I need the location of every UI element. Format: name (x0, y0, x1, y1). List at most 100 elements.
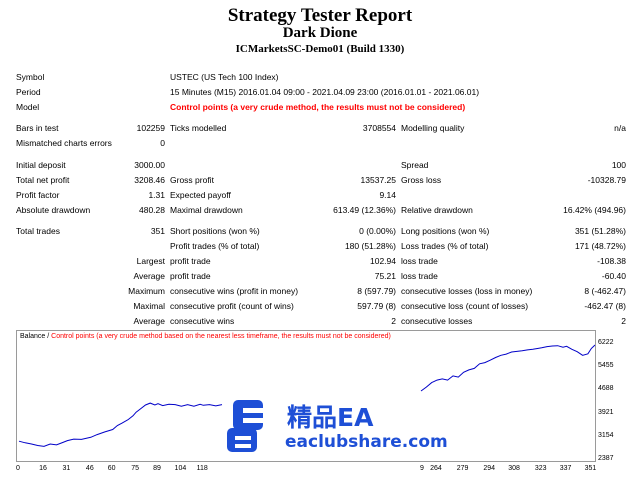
absdd-value: 480.28 (139, 205, 165, 215)
avg-losses-label: consecutive losses (401, 316, 473, 326)
model-label: Model (16, 102, 40, 112)
x-tick-label: 31 (62, 465, 71, 472)
x-tick-label: 308 (508, 465, 520, 472)
max-wins-label: consecutive wins (profit in money) (170, 286, 299, 296)
maximal-profit-label: consecutive profit (count of wins) (170, 301, 294, 311)
profitfactor-value: 1.31 (148, 190, 165, 200)
balance-chart-svg (18, 344, 595, 447)
max-wins-value: 8 (597.79) (357, 286, 396, 296)
x-tick-label: 16 (39, 465, 47, 472)
chart-title-prefix: Balance / (20, 333, 52, 340)
x-tick-label: 323 (534, 465, 547, 472)
x-tick-label: 351 (584, 465, 597, 472)
netprofit-value: 3208.46 (134, 175, 165, 185)
avg-wins-value: 2 (391, 316, 396, 326)
spread-label: Spread (401, 160, 429, 170)
maximum-label: Maximum (128, 286, 165, 296)
largest-loss-value: -108.38 (597, 256, 626, 266)
reldd-label: Relative drawdown (401, 205, 473, 215)
maxdd-value: 613.49 (12.36%) (333, 205, 396, 215)
chart-title: Balance / Control points (a very crude m… (20, 333, 391, 340)
x-tick-label: 104 (174, 465, 187, 472)
maxdd-label: Maximal drawdown (170, 205, 243, 215)
x-tick-label: 75 (131, 465, 140, 472)
x-tick-label: 264 (430, 465, 442, 472)
y-tick-label: 4688 (598, 385, 614, 393)
x-tick-label: 60 (107, 465, 116, 472)
y-tick-label: 2387 (598, 455, 614, 462)
absdd-label: Absolute drawdown (16, 205, 91, 215)
watermark-logo-icon (227, 400, 265, 452)
profit-trades-label: Profit trades (% of total) (170, 241, 260, 251)
largest-label: Largest (136, 256, 165, 266)
profitfactor-label: Profit factor (16, 190, 60, 200)
mismatch-value: 0 (160, 138, 165, 148)
maximal-profit-value: 597.79 (8) (357, 301, 396, 311)
expert-name: Dark Dione (282, 25, 358, 41)
period-value: 15 Minutes (M15) 2016.01.04 09:00 - 2021… (170, 87, 480, 97)
balance-line-segment-0 (18, 402, 223, 447)
payoff-label: Expected payoff (170, 190, 231, 200)
watermark-text-en: eaclubshare.com (285, 432, 448, 452)
balance-line-segment-1 (420, 344, 595, 392)
maximal-loss-value: -462.47 (8) (584, 301, 626, 311)
avg-wins-label: consecutive wins (170, 316, 235, 326)
max-losses-label: consecutive losses (loss in money) (401, 286, 533, 296)
quality-label: Modelling quality (401, 123, 465, 133)
deposit-value: 3000.00 (134, 160, 165, 170)
chart-title-note: Control points (a very crude method base… (51, 333, 391, 340)
trades-value: 351 (150, 226, 165, 236)
x-tick-label: 89 (153, 465, 161, 472)
x-tick-label: 337 (559, 465, 572, 472)
bars-value: 102259 (136, 123, 165, 133)
short-value: 0 (0.00%) (359, 226, 396, 236)
average-profit-label: profit trade (170, 271, 211, 281)
average-profit-value: 75.21 (374, 271, 396, 281)
y-tick-label: 3154 (598, 431, 614, 439)
average-loss-value: -60.40 (601, 271, 626, 281)
loss-trades-value: 171 (48.72%) (574, 241, 626, 251)
symbol-label: Symbol (16, 72, 45, 82)
average-label: Average (133, 271, 165, 281)
average-loss-label: loss trade (401, 271, 438, 281)
largest-profit-label: profit trade (170, 256, 211, 266)
long-label: Long positions (won %) (401, 226, 490, 236)
ticks-label: Ticks modelled (170, 123, 227, 133)
netprofit-label: Total net profit (16, 175, 70, 185)
bars-label: Bars in test (16, 123, 59, 133)
y-tick-label: 5455 (598, 362, 614, 370)
reldd-value: 16.42% (494.96) (563, 205, 626, 215)
balance-chart: Balance / Control points (a very crude m… (16, 330, 624, 475)
x-tick-label: 46 (85, 465, 94, 472)
maximal-loss-label: consecutive loss (count of losses) (401, 301, 529, 311)
x-tick-label: 118 (196, 465, 208, 472)
symbol-value: USTEC (US Tech 100 Index) (170, 72, 279, 82)
largest-loss-label: loss trade (401, 256, 438, 266)
ticks-value: 3708554 (362, 123, 396, 133)
profit-trades-value: 180 (51.28%) (344, 241, 396, 251)
watermark-text-cn: 精品EA (287, 403, 374, 432)
grossprofit-label: Gross profit (170, 175, 214, 185)
y-tick-label: 6222 (598, 339, 614, 346)
model-value: Control points (a very crude method, the… (170, 102, 466, 112)
loss-trades-label: Loss trades (% of total) (401, 241, 489, 251)
payoff-value: 9.14 (379, 190, 396, 200)
x-tick-label: 279 (456, 465, 469, 472)
quality-value: n/a (614, 123, 626, 133)
trades-label: Total trades (16, 226, 60, 236)
grossloss-label: Gross loss (401, 175, 442, 185)
mismatch-label: Mismatched charts errors (16, 138, 112, 148)
max-losses-value: 8 (-462.47) (584, 286, 626, 296)
deposit-label: Initial deposit (16, 160, 66, 170)
short-label: Short positions (won %) (170, 226, 260, 236)
watermark: 精品EA eaclubshare.com (225, 398, 448, 454)
grossprofit-value: 13537.25 (360, 175, 396, 185)
x-tick-label: 0 (16, 465, 20, 472)
chart-plot-area: Balance / Control points (a very crude m… (16, 330, 596, 462)
y-tick-label: 3921 (598, 408, 614, 416)
account-server: ICMarketsSC-Demo01 (Build 1330) (235, 43, 405, 55)
report-title: Strategy Tester Report (227, 5, 413, 26)
period-label: Period (16, 87, 41, 97)
long-value: 351 (51.28%) (574, 226, 626, 236)
grossloss-value: -10328.79 (587, 175, 626, 185)
